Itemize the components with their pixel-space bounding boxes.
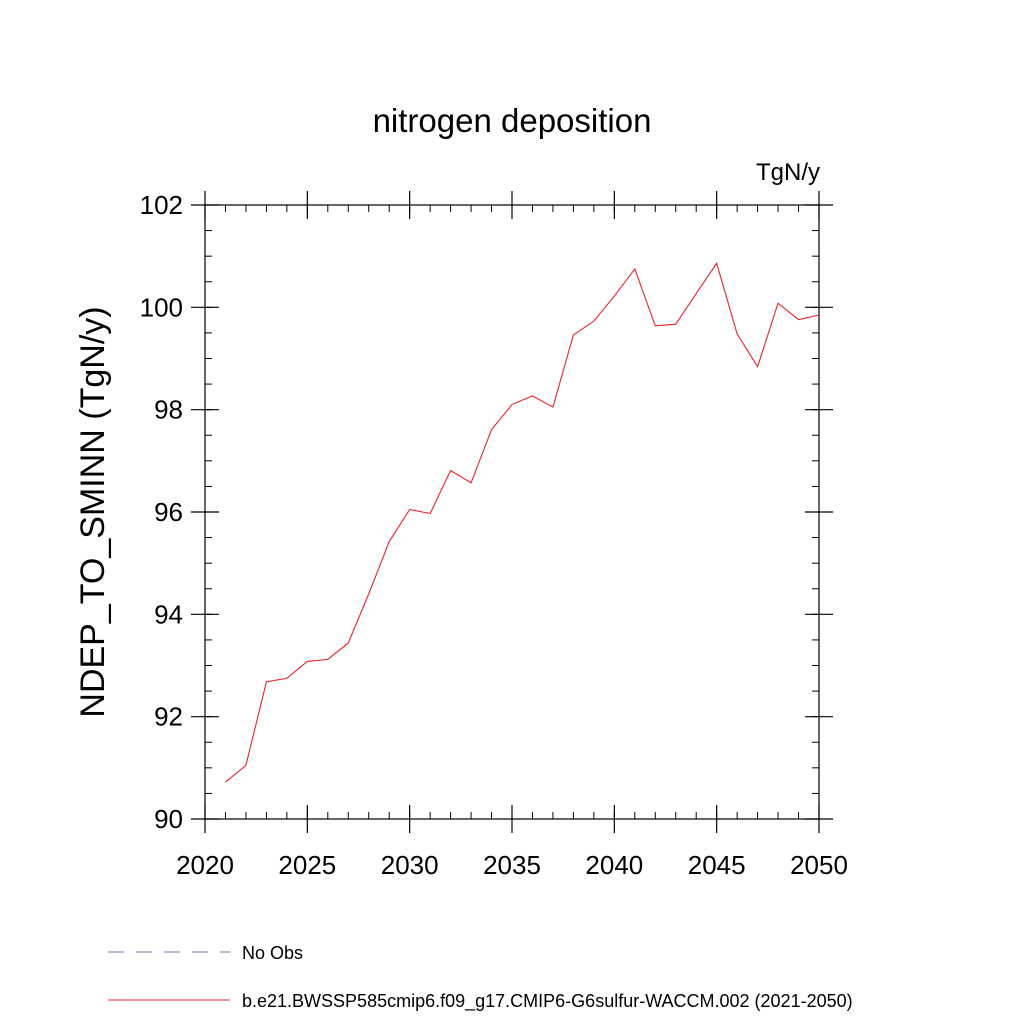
y-tick-label: 92 [154,702,183,732]
x-tick-label: 2050 [790,850,848,880]
y-tick-label: 90 [154,804,183,834]
y-tick-label: 102 [140,190,183,220]
x-tick-label: 2030 [381,850,439,880]
x-tick-label: 2040 [585,850,643,880]
x-tick-label: 2020 [176,850,234,880]
x-tick-label: 2025 [278,850,336,880]
chart-title: nitrogen deposition [373,102,652,139]
legend-label: b.e21.BWSSP585cmip6.f09_g17.CMIP6-G6sulf… [242,991,853,1012]
y-tick-label: 98 [154,395,183,425]
y-axis-label: NDEP_TO_SMINN (TgN/y) [74,306,112,717]
legend-label: No Obs [242,943,303,963]
legend: No Obs b.e21.BWSSP585cmip6.f09_g17.CMIP6-… [108,943,853,1012]
axis-ticks [191,191,833,833]
x-tick-label: 2045 [688,850,746,880]
series-line [225,262,820,783]
y-tick-label: 96 [154,497,183,527]
x-tick-label: 2035 [483,850,541,880]
y-tick-label: 94 [154,599,183,629]
series-layer [225,262,820,783]
units-label: TgN/y [756,159,820,186]
y-tick-label: 100 [140,292,183,322]
tick-labels: 2020 2025 2030 2035 2040 2045 2050 90 92 94 96 98 10… [140,190,848,880]
